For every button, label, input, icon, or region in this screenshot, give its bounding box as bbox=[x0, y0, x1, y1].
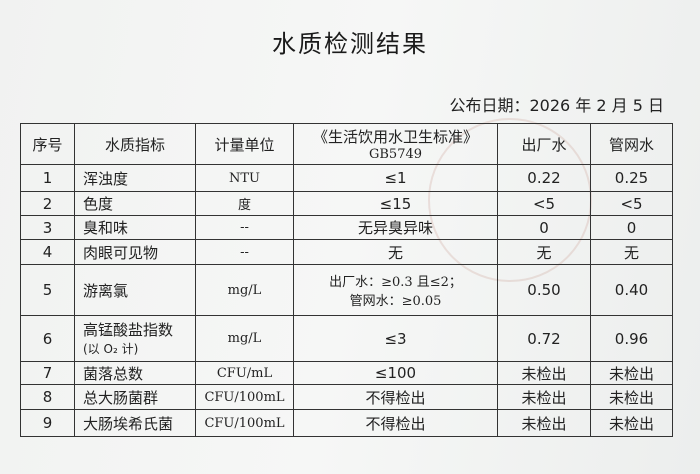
cell-network: 0.40 bbox=[590, 264, 673, 316]
cell-unit: -- bbox=[195, 239, 294, 265]
cell-indicator: 高锰酸盐指数 (以 O₂ 计) bbox=[74, 315, 196, 362]
cell-standard: 无 bbox=[293, 239, 498, 265]
water-quality-table: 序号 水质指标 计量单位 《生活饮用水卫生标准》 GB5749 出厂水 管网水 1… bbox=[20, 123, 673, 437]
cell-network: 无 bbox=[590, 239, 673, 265]
cell-network: 0.96 bbox=[590, 315, 673, 362]
cell-standard: ≤15 bbox=[293, 191, 498, 216]
indicator-name: 臭和味 bbox=[83, 219, 129, 237]
cell-indicator: 菌落总数 bbox=[74, 361, 196, 385]
cell-indicator: 色度 bbox=[74, 191, 196, 216]
cell-factory: 未检出 bbox=[497, 409, 591, 437]
header-factory: 出厂水 bbox=[497, 123, 591, 165]
cell-factory: 无 bbox=[497, 239, 591, 265]
cell-unit: mg/L bbox=[195, 264, 294, 316]
cell-factory: 0 bbox=[497, 215, 591, 240]
table-row: 7 菌落总数 CFU/mL ≤100 未检出 未检出 bbox=[20, 361, 673, 385]
cell-standard: ≤1 bbox=[293, 164, 498, 192]
header-standard: 《生活饮用水卫生标准》 GB5749 bbox=[293, 123, 498, 165]
header-no: 序号 bbox=[20, 123, 75, 165]
indicator-name: 肉眼可见物 bbox=[83, 243, 159, 262]
cell-no: 8 bbox=[20, 384, 75, 410]
cell-indicator: 浑浊度 bbox=[74, 164, 196, 192]
cell-network: 0.25 bbox=[590, 164, 673, 192]
header-unit: 计量单位 bbox=[195, 123, 294, 165]
cell-network: 0 bbox=[590, 215, 673, 240]
cell-no: 1 bbox=[20, 164, 75, 192]
standard-value: ≤3 bbox=[384, 329, 407, 348]
cell-network: <5 bbox=[590, 191, 673, 216]
cell-standard: 出厂水：≥0.3 且≤2； 管网水：≥0.05 bbox=[293, 264, 498, 316]
cell-factory: 0.22 bbox=[497, 164, 591, 192]
cell-factory: <5 bbox=[497, 191, 591, 216]
table-row: 5 游离氯 mg/L 出厂水：≥0.3 且≤2； 管网水：≥0.05 0.50 0… bbox=[20, 264, 673, 316]
cell-unit: CFU/100mL bbox=[195, 384, 294, 410]
table-row: 2 色度 度 ≤15 <5 <5 bbox=[20, 191, 673, 216]
cell-indicator: 大肠埃希氏菌 bbox=[74, 409, 196, 437]
indicator-name: 总大肠菌群 bbox=[83, 388, 159, 407]
standard-value: ≤15 bbox=[379, 194, 412, 213]
cell-standard: ≤100 bbox=[293, 361, 498, 385]
cell-standard: ≤3 bbox=[293, 315, 498, 362]
cell-no: 5 bbox=[20, 264, 75, 316]
indicator-name: 高锰酸盐指数 bbox=[83, 321, 174, 339]
standard-name: 《生活饮用水卫生标准》 bbox=[312, 128, 478, 146]
cell-indicator: 肉眼可见物 bbox=[74, 239, 196, 265]
cell-network: 未检出 bbox=[590, 409, 673, 437]
cell-no: 4 bbox=[20, 239, 75, 265]
cell-standard: 不得检出 bbox=[293, 409, 498, 437]
publish-date: 公布日期：2026 年 2 月 5 日 bbox=[449, 96, 664, 115]
cell-network: 未检出 bbox=[590, 384, 673, 410]
standard-line1: 出厂水：≥0.3 且≤2； bbox=[329, 275, 462, 290]
cell-no: 7 bbox=[20, 361, 75, 385]
header-indicator: 水质指标 bbox=[74, 123, 196, 165]
indicator-name: 浑浊度 bbox=[83, 169, 129, 188]
cell-unit: CFU/100mL bbox=[195, 409, 294, 437]
indicator-name: 菌落总数 bbox=[83, 364, 144, 383]
cell-indicator: 游离氯 bbox=[74, 264, 196, 316]
table-row: 4 肉眼可见物 -- 无 无 无 bbox=[20, 239, 673, 265]
table-row: 3 臭和味 -- 无异臭异味 0 0 bbox=[20, 215, 673, 240]
document-title: 水质检测结果 bbox=[272, 30, 428, 58]
indicator-name: 色度 bbox=[83, 195, 114, 213]
cell-factory: 未检出 bbox=[497, 384, 591, 410]
cell-indicator: 总大肠菌群 bbox=[74, 384, 196, 410]
cell-network: 未检出 bbox=[590, 361, 673, 385]
standard-value: 不得检出 bbox=[365, 414, 426, 433]
standard-line2: 管网水：≥0.05 bbox=[349, 294, 442, 309]
cell-standard: 不得检出 bbox=[293, 384, 498, 410]
cell-no: 9 bbox=[20, 409, 75, 437]
standard-value: ≤1 bbox=[384, 169, 407, 187]
standard-value: 不得检出 bbox=[365, 388, 426, 407]
cell-factory: 0.50 bbox=[497, 264, 591, 316]
standard-value: ≤100 bbox=[374, 364, 417, 382]
cell-no: 2 bbox=[20, 191, 75, 216]
cell-factory: 未检出 bbox=[497, 361, 591, 385]
table-row: 9 大肠埃希氏菌 CFU/100mL 不得检出 未检出 未检出 bbox=[20, 409, 673, 437]
standard-value: 无 bbox=[387, 243, 403, 262]
cell-no: 3 bbox=[20, 215, 75, 240]
cell-unit: -- bbox=[195, 215, 294, 240]
header-network: 管网水 bbox=[590, 123, 673, 165]
cell-indicator: 臭和味 bbox=[74, 215, 196, 240]
indicator-name: 大肠埃希氏菌 bbox=[83, 414, 174, 433]
indicator-note: (以 O₂ 计) bbox=[83, 342, 139, 356]
table-row: 6 高锰酸盐指数 (以 O₂ 计) mg/L ≤3 0.72 0.96 bbox=[20, 315, 673, 362]
indicator-name: 游离氯 bbox=[83, 281, 129, 300]
table-row: 8 总大肠菌群 CFU/100mL 不得检出 未检出 未检出 bbox=[20, 384, 673, 410]
cell-standard: 无异臭异味 bbox=[293, 215, 498, 240]
cell-no: 6 bbox=[20, 315, 75, 362]
cell-unit: CFU/mL bbox=[195, 361, 294, 385]
cell-unit: mg/L bbox=[195, 315, 294, 362]
cell-unit: NTU bbox=[195, 164, 294, 192]
cell-unit: 度 bbox=[195, 191, 294, 216]
table-row: 1 浑浊度 NTU ≤1 0.22 0.25 bbox=[20, 164, 673, 192]
standard-value: 无异臭异味 bbox=[357, 219, 433, 237]
cell-factory: 0.72 bbox=[497, 315, 591, 362]
standard-code: GB5749 bbox=[368, 147, 423, 162]
table-header-row: 序号 水质指标 计量单位 《生活饮用水卫生标准》 GB5749 出厂水 管网水 bbox=[20, 123, 673, 165]
